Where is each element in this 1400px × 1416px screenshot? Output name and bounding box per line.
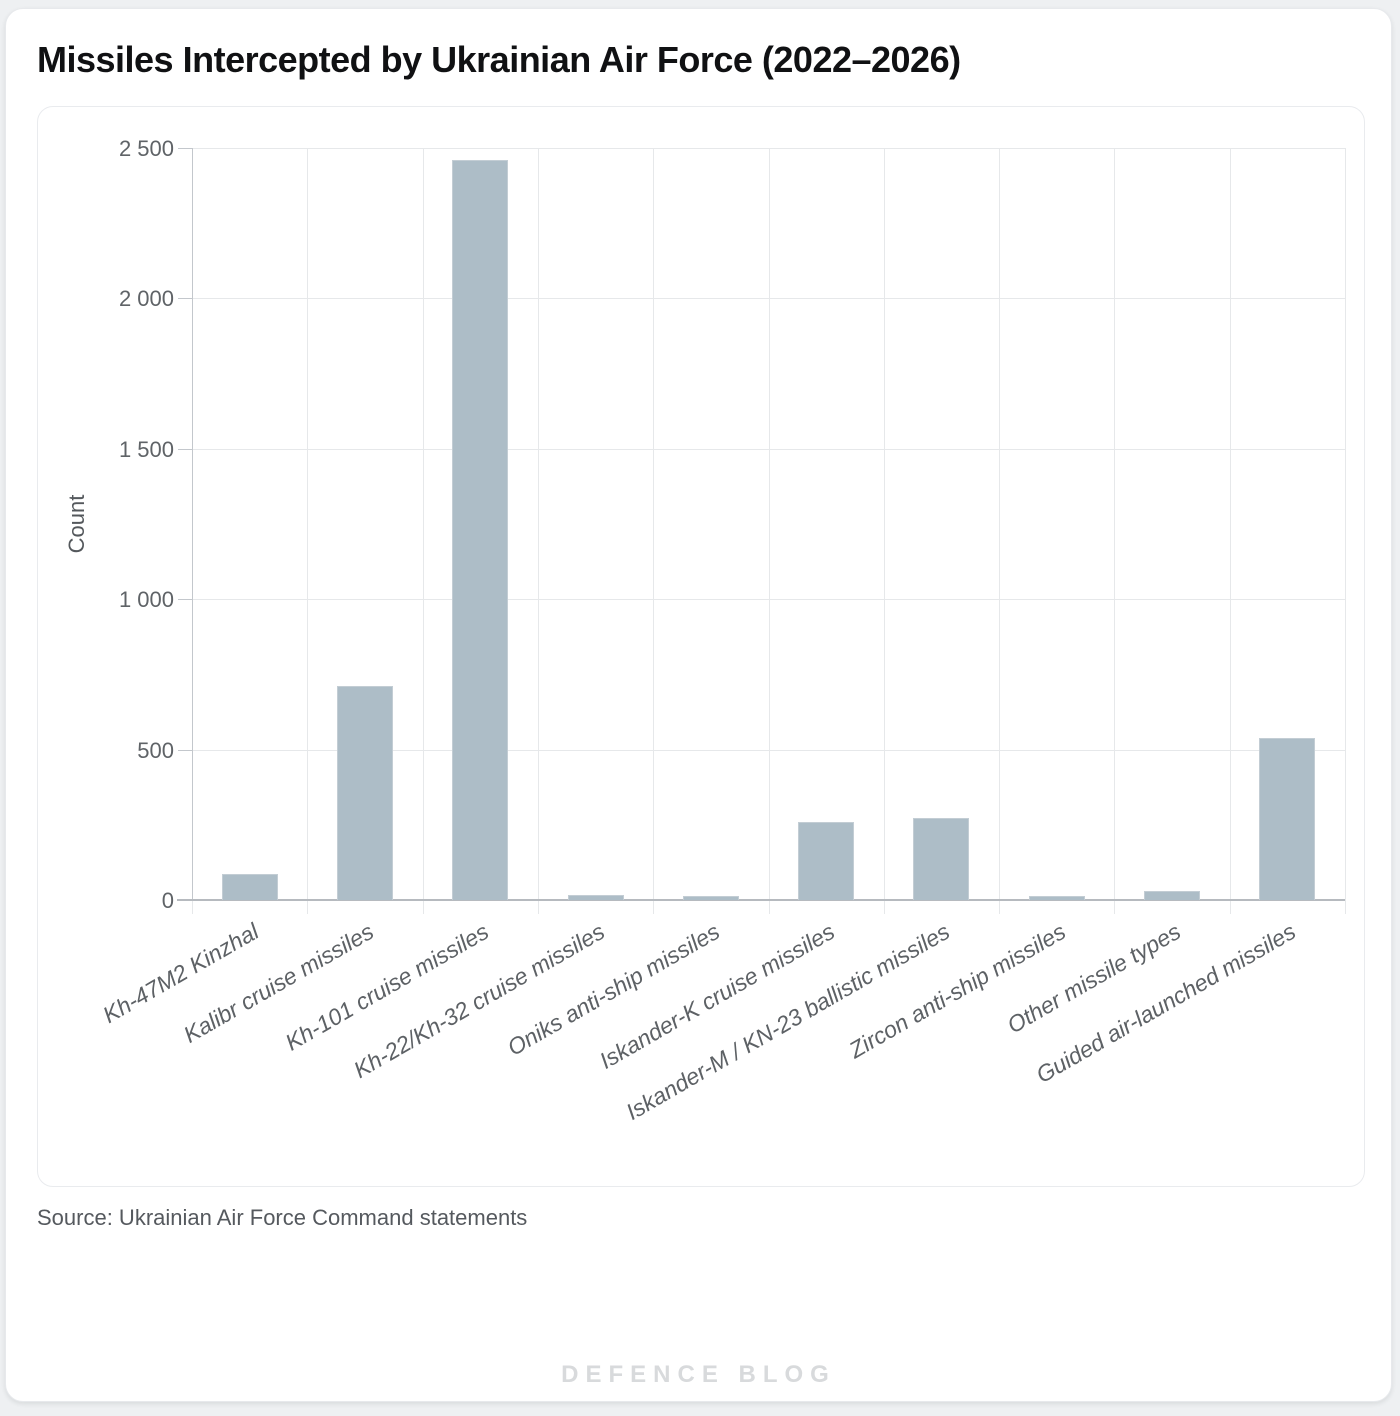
bar (567, 895, 624, 900)
bar-chart: Count 0 500 1 000 1 500 2 000 2 500 Kh-47M2 Ki… (38, 107, 1364, 1186)
y-axis-tick (178, 148, 192, 149)
y-tick-label: 500 (137, 737, 174, 763)
chart-title: Missiles Intercepted by Ukrainian Air Fo… (37, 39, 961, 80)
gridline-vertical (653, 148, 655, 914)
bar (798, 821, 855, 900)
bar (682, 895, 739, 900)
y-tick-label: 2 000 (118, 286, 174, 312)
bar (452, 160, 509, 900)
y-axis-line (192, 148, 193, 900)
gridline-vertical (307, 148, 309, 914)
bar (1144, 890, 1201, 900)
bar (336, 686, 393, 900)
chart-card: Missiles Intercepted by Ukrainian Air Fo… (5, 8, 1392, 1402)
gridline-vertical (883, 148, 885, 914)
gridline-vertical (1114, 148, 1116, 914)
gridline-vertical (1229, 148, 1231, 914)
gridline-vertical (537, 148, 539, 914)
y-tick-label: 1 500 (118, 436, 174, 462)
y-tick-label: 1 000 (118, 587, 174, 613)
gridline-vertical (422, 148, 424, 914)
y-axis-tick (178, 298, 192, 300)
y-axis-title: Count (64, 494, 89, 554)
y-axis-tick (178, 599, 192, 601)
plot-panel: Count 0 500 1 000 1 500 2 000 2 500 Kh-47M2 Ki… (37, 106, 1365, 1187)
bar (1259, 737, 1316, 900)
gridline-vertical (1345, 148, 1346, 914)
bar (913, 817, 970, 900)
watermark-defence-blog: DEFENCE BLOG (561, 1361, 836, 1388)
gridline-vertical (999, 148, 1001, 914)
bar (221, 874, 278, 900)
source-note: Source: Ukrainian Air Force Command stat… (37, 1205, 528, 1230)
y-axis-tick (178, 448, 192, 450)
bar (1028, 895, 1085, 900)
y-tick-label: 0 (161, 888, 174, 913)
gridline-vertical (768, 148, 770, 914)
y-tick-label: 2 500 (118, 136, 174, 161)
y-axis-tick (178, 749, 192, 751)
x-axis-line (177, 899, 1345, 901)
